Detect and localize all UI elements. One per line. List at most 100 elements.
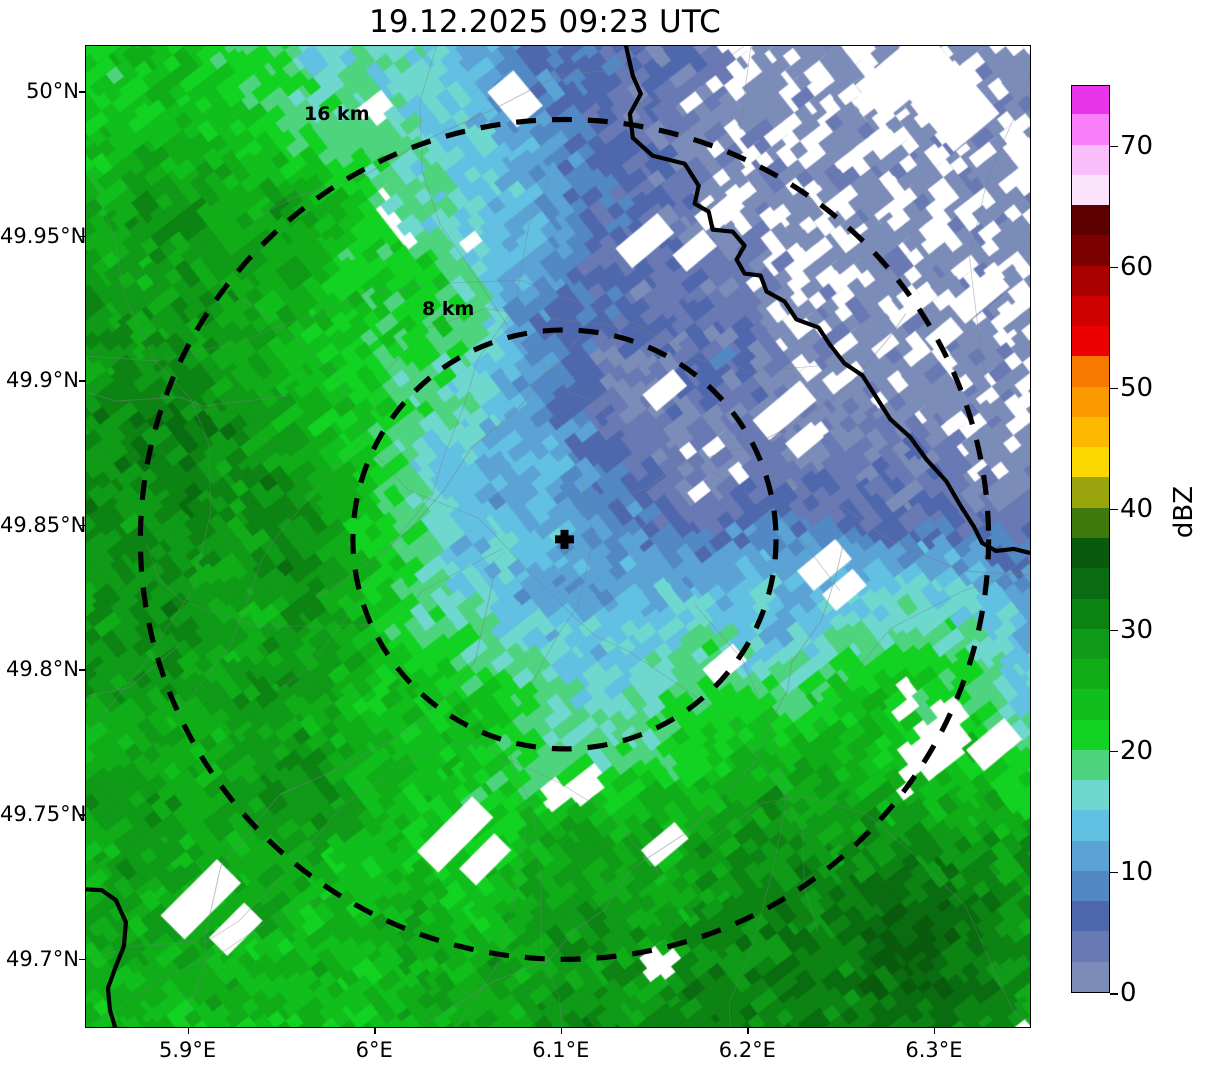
road-line: [707, 795, 1030, 1025]
road-line: [86, 893, 339, 1027]
colorbar-band: [1072, 870, 1109, 902]
road-line: [969, 73, 1030, 380]
colorbar-band: [1072, 86, 1109, 115]
colorbar-band: [1072, 234, 1109, 266]
road-line: [609, 313, 907, 504]
colorbar-band: [1072, 446, 1109, 478]
colorbar[interactable]: [1071, 85, 1110, 993]
y-axis-tick-mark: [79, 380, 85, 382]
y-axis-tick-label: 49.95°N: [0, 223, 87, 248]
colorbar-tick-10: 10: [1120, 856, 1154, 887]
range-ring-16km: [137, 116, 992, 962]
colorbar-tick-0: 0: [1120, 978, 1137, 1008]
x-axis-tick-3: 6.2°E: [718, 1038, 776, 1062]
colorbar-band: [1072, 174, 1109, 206]
road-line: [86, 644, 180, 697]
colorbar-band: [1072, 265, 1109, 296]
country-border-line: [86, 46, 1030, 1027]
road-line: [629, 46, 745, 113]
colorbar-band: [1072, 961, 1109, 992]
colorbar-tick-mark: [1110, 629, 1118, 632]
y-axis-tick-5: 49.75°N: [0, 802, 86, 826]
y-axis-tick-label: 50°N: [26, 79, 79, 104]
colorbar-tick-70: 70: [1120, 130, 1154, 161]
range-ring-label-8km: 8 km: [422, 298, 475, 320]
x-axis-tick-4: 6.3°E: [905, 1038, 963, 1062]
colorbar-band: [1072, 416, 1109, 448]
colorbar-axis-label: dBZ: [1169, 485, 1200, 539]
radar-site-cross-icon: [555, 529, 574, 549]
x-axis-tick-mark: [933, 1028, 936, 1034]
colorbar-tick-mark: [1110, 750, 1118, 753]
road-line: [181, 574, 495, 1027]
y-axis-tick-label: 49.75°N: [0, 802, 87, 827]
colorbar-band: [1072, 688, 1109, 720]
y-axis-tick-mark: [79, 235, 85, 238]
road-line: [177, 308, 770, 714]
colorbar-band: [1072, 537, 1109, 569]
page-title: 19.12.2025 09:23 UTC: [369, 4, 721, 40]
road-line: [806, 562, 1030, 743]
road-line: [761, 470, 1030, 576]
colorbar-band: [1072, 900, 1109, 932]
colorbar-tick-50: 50: [1120, 372, 1154, 403]
road-line: [248, 46, 643, 222]
road-line: [828, 46, 832, 49]
x-axis-tick-1: 6°E: [355, 1038, 393, 1062]
y-axis-tick-mark: [79, 669, 85, 671]
x-axis-tick-mark: [374, 1028, 376, 1034]
colorbar-band: [1072, 325, 1109, 357]
colorbar-band: [1072, 476, 1109, 508]
colorbar-band: [1072, 204, 1109, 236]
road-line: [86, 391, 288, 407]
range-rings: [137, 116, 992, 962]
road-line: [456, 475, 595, 1027]
colorbar-tick-mark: [1110, 508, 1118, 511]
range-ring-label-16km: 16 km: [304, 103, 370, 125]
x-axis-tick-mark: [187, 1028, 190, 1034]
x-axis-tick-0: 5.9°E: [159, 1038, 217, 1062]
road-line: [424, 544, 844, 1025]
colorbar-tick-mark: [1110, 145, 1118, 148]
colorbar-band: [1072, 658, 1109, 690]
border-segment-main: [623, 46, 1030, 555]
y-axis-tick-label: 49.9°N: [6, 368, 79, 393]
road-network-lines: [86, 46, 1030, 1027]
y-axis-tick-1: 49.95°N: [0, 224, 86, 248]
colorbar-band: [1072, 779, 1109, 811]
road-line: [739, 46, 752, 130]
x-axis-tick-mark: [560, 1028, 563, 1034]
x-axis-tick-mark: [747, 1028, 749, 1034]
y-axis-tick-label: 49.7°N: [6, 946, 79, 971]
road-line: [86, 167, 211, 733]
road-line: [86, 280, 821, 373]
x-axis-tick-2: 6.1°E: [532, 1038, 590, 1062]
colorbar-tick-mark: [1110, 993, 1118, 995]
range-ring-8km: [350, 327, 779, 752]
border-segment-southwest: [86, 887, 129, 1027]
colorbar-band: [1072, 143, 1109, 175]
radar-map-plot[interactable]: 16 km 8 km: [85, 45, 1031, 1028]
colorbar-band: [1072, 930, 1109, 962]
road-line: [484, 739, 563, 1027]
colorbar-band: [1072, 840, 1109, 871]
colorbar-band: [1072, 719, 1109, 750]
colorbar-tick-30: 30: [1120, 614, 1154, 645]
colorbar-band: [1072, 809, 1109, 841]
y-axis-tick-0: 50°N: [0, 79, 79, 103]
y-axis-tick-mark: [79, 814, 85, 816]
y-axis-tick-mark: [79, 524, 85, 527]
colorbar-band: [1072, 507, 1109, 538]
radar-site-marker: [555, 529, 574, 549]
map-overlay: [86, 46, 1030, 1027]
colorbar-band: [1072, 628, 1109, 660]
road-line: [694, 604, 787, 1027]
colorbar-tick-mark: [1110, 387, 1118, 390]
y-axis-tick-2: 49.9°N: [0, 368, 79, 392]
y-axis-tick-4: 49.8°N: [0, 657, 79, 681]
road-line: [232, 292, 819, 933]
y-axis-tick-6: 49.7°N: [0, 947, 79, 971]
road-line: [146, 544, 503, 627]
road-line: [277, 179, 550, 691]
